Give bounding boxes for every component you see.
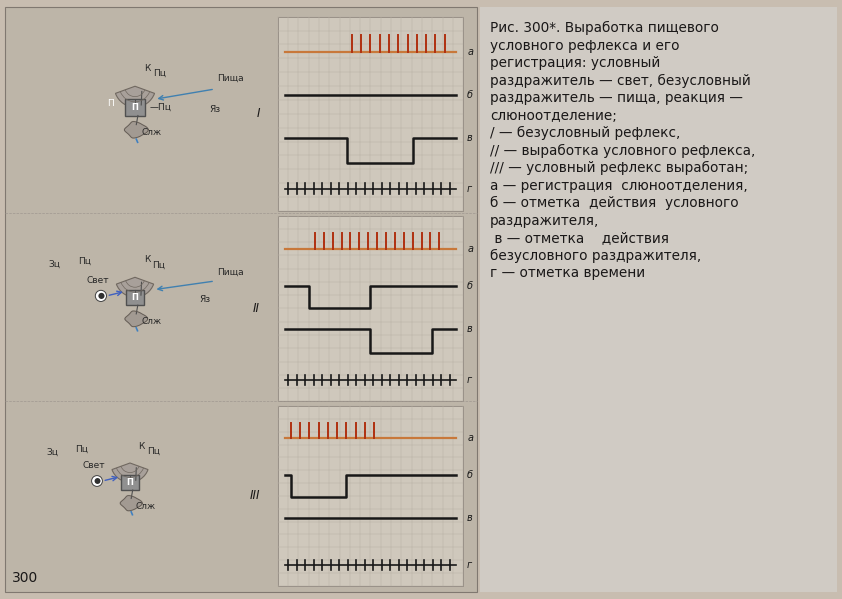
Circle shape xyxy=(92,476,103,486)
Text: Пц: Пц xyxy=(153,69,166,78)
FancyBboxPatch shape xyxy=(125,99,145,116)
Text: г: г xyxy=(467,375,472,385)
Circle shape xyxy=(94,478,100,484)
Wedge shape xyxy=(115,86,155,107)
Text: Свет: Свет xyxy=(83,461,105,470)
Text: г: г xyxy=(467,560,472,570)
Text: в: в xyxy=(467,133,473,143)
Text: раздражитель — свет, безусловный: раздражитель — свет, безусловный xyxy=(490,74,751,88)
Text: раздражитель — пища, реакция —: раздражитель — пища, реакция — xyxy=(490,91,743,105)
Text: б: б xyxy=(467,281,473,291)
Text: Пц: Пц xyxy=(147,446,160,455)
Text: Пц: Пц xyxy=(78,256,91,265)
Text: б — отметка  действия  условного: б — отметка действия условного xyxy=(490,196,738,210)
Polygon shape xyxy=(120,495,142,511)
Text: К: К xyxy=(144,63,151,72)
Text: а: а xyxy=(467,47,473,57)
Wedge shape xyxy=(116,277,153,297)
Text: Рис. 300*. Выработка пищевого: Рис. 300*. Выработка пищевого xyxy=(490,21,719,35)
Text: в — отметка    действия: в — отметка действия xyxy=(490,231,669,245)
FancyBboxPatch shape xyxy=(125,290,144,305)
Text: —Пц: —Пц xyxy=(150,102,172,111)
Text: Слж: Слж xyxy=(141,317,162,326)
Text: II: II xyxy=(253,302,260,315)
Text: Пища: Пища xyxy=(217,74,243,83)
Text: Зц: Зц xyxy=(48,259,60,268)
Text: регистрация: условный: регистрация: условный xyxy=(490,56,660,70)
FancyBboxPatch shape xyxy=(480,7,837,592)
Text: П: П xyxy=(126,478,133,488)
Text: Яз: Яз xyxy=(210,104,221,113)
Text: Пища: Пища xyxy=(217,268,243,277)
FancyBboxPatch shape xyxy=(278,406,463,586)
Text: б: б xyxy=(467,470,473,480)
Text: Пц: Пц xyxy=(152,261,165,270)
Circle shape xyxy=(95,291,106,301)
Text: безусловного раздражителя,: безусловного раздражителя, xyxy=(490,249,701,263)
Text: б: б xyxy=(467,90,473,101)
FancyBboxPatch shape xyxy=(278,216,463,401)
Text: в: в xyxy=(467,324,473,334)
Text: Слж: Слж xyxy=(141,128,162,137)
Text: П: П xyxy=(107,99,114,108)
Text: I: I xyxy=(256,107,260,120)
Text: а — регистрация  слюноотделения,: а — регистрация слюноотделения, xyxy=(490,179,748,193)
Text: III: III xyxy=(249,489,260,503)
Text: слюноотделение;: слюноотделение; xyxy=(490,108,617,123)
Text: г: г xyxy=(467,183,472,193)
Text: / — безусловный рефлекс,: / — безусловный рефлекс, xyxy=(490,126,680,140)
Circle shape xyxy=(99,293,104,299)
Text: П: П xyxy=(131,103,138,112)
Text: // — выработка условного рефлекса,: // — выработка условного рефлекса, xyxy=(490,144,755,158)
Text: П: П xyxy=(131,294,138,302)
Polygon shape xyxy=(125,311,147,326)
Text: К: К xyxy=(144,255,150,264)
FancyBboxPatch shape xyxy=(121,475,139,490)
Text: К: К xyxy=(138,441,145,450)
Text: г — отметка времени: г — отметка времени xyxy=(490,266,645,280)
Text: Пц: Пц xyxy=(75,444,88,453)
Text: раздражителя,: раздражителя, xyxy=(490,214,600,228)
Text: 300: 300 xyxy=(12,571,38,585)
Text: Зц: Зц xyxy=(46,447,58,456)
Text: а: а xyxy=(467,434,473,443)
Text: Яз: Яз xyxy=(200,295,210,304)
Text: /// — условный рефлекс выработан;: /// — условный рефлекс выработан; xyxy=(490,161,749,176)
FancyBboxPatch shape xyxy=(278,17,463,211)
Text: Слж: Слж xyxy=(136,501,156,510)
FancyBboxPatch shape xyxy=(5,7,477,592)
Text: Свет: Свет xyxy=(87,276,109,285)
Text: а: а xyxy=(467,244,473,254)
Polygon shape xyxy=(125,122,148,138)
Wedge shape xyxy=(112,463,148,482)
Text: в: в xyxy=(467,513,473,522)
Text: условного рефлекса и его: условного рефлекса и его xyxy=(490,39,679,53)
